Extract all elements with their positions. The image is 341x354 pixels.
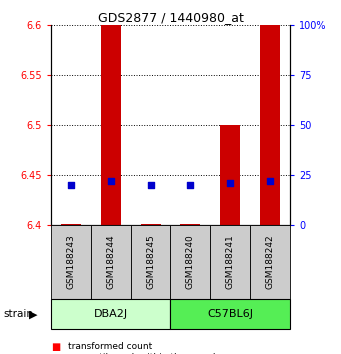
Point bbox=[68, 182, 74, 188]
Text: ■: ■ bbox=[51, 353, 60, 354]
Text: GSM188244: GSM188244 bbox=[106, 235, 115, 289]
Text: C57BL6J: C57BL6J bbox=[207, 309, 253, 319]
Text: GSM188245: GSM188245 bbox=[146, 235, 155, 289]
Title: GDS2877 / 1440980_at: GDS2877 / 1440980_at bbox=[98, 11, 243, 24]
Bar bbox=[61, 224, 81, 225]
Bar bbox=[140, 224, 161, 225]
Text: ▶: ▶ bbox=[29, 309, 38, 319]
Bar bbox=[170, 299, 290, 329]
Text: GSM188241: GSM188241 bbox=[226, 235, 235, 289]
Point bbox=[108, 178, 114, 184]
Bar bbox=[170, 225, 210, 299]
Text: transformed count: transformed count bbox=[68, 342, 152, 352]
Bar bbox=[51, 225, 91, 299]
Bar bbox=[51, 299, 170, 329]
Bar bbox=[131, 225, 170, 299]
Text: GSM188243: GSM188243 bbox=[66, 235, 76, 289]
Text: strain: strain bbox=[3, 309, 33, 319]
Bar bbox=[220, 125, 240, 225]
Bar bbox=[91, 225, 131, 299]
Text: percentile rank within the sample: percentile rank within the sample bbox=[68, 353, 221, 354]
Bar bbox=[250, 225, 290, 299]
Point bbox=[188, 182, 193, 188]
Bar bbox=[101, 25, 121, 225]
Bar bbox=[180, 224, 200, 225]
Bar bbox=[260, 25, 280, 225]
Point bbox=[227, 180, 233, 185]
Text: DBA2J: DBA2J bbox=[94, 309, 128, 319]
Text: GSM188242: GSM188242 bbox=[265, 235, 275, 289]
Text: ■: ■ bbox=[51, 342, 60, 352]
Point bbox=[267, 178, 273, 184]
Point bbox=[148, 182, 153, 188]
Text: GSM188240: GSM188240 bbox=[186, 235, 195, 289]
Bar bbox=[210, 225, 250, 299]
